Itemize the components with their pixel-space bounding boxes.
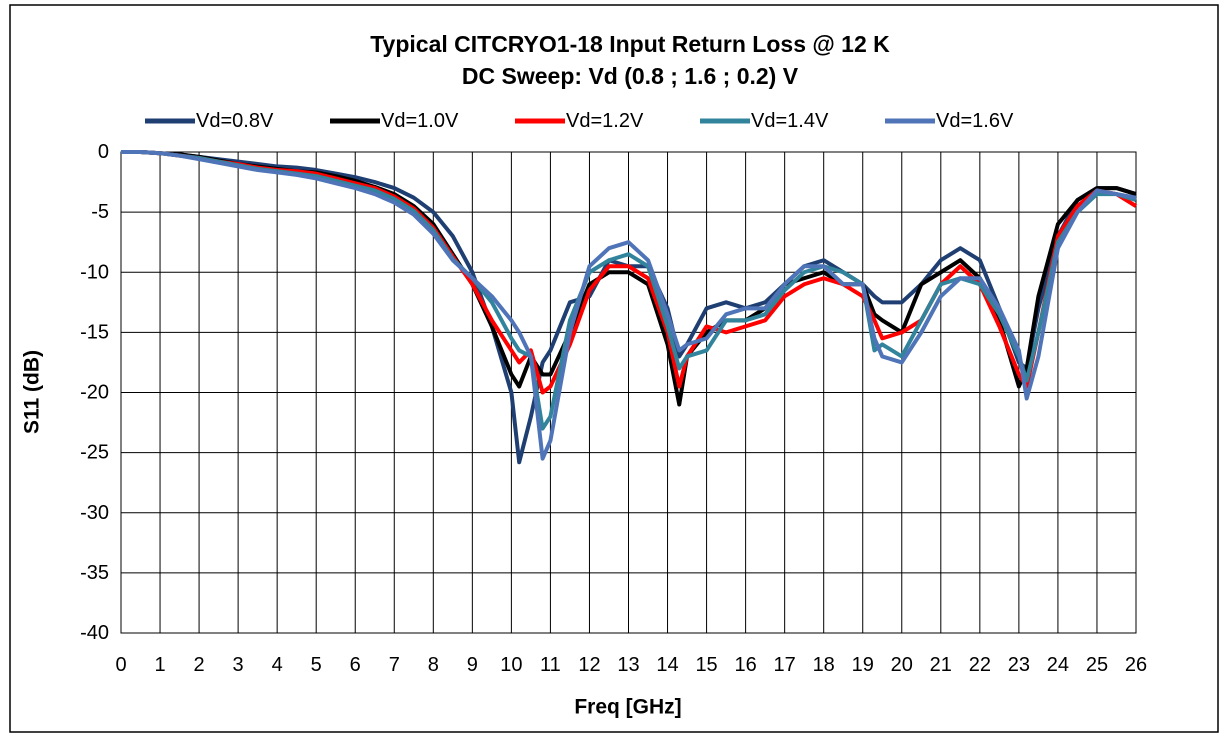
legend-label: Vd=1.4V [751, 110, 829, 132]
legend-label: Vd=1.2V [566, 110, 644, 132]
y-tick-label: -5 [91, 201, 109, 223]
y-tick-label: -25 [80, 442, 109, 464]
x-tick-label: 13 [617, 654, 639, 676]
chart-title: Typical CITCRYO1-18 Input Return Loss @ … [370, 31, 890, 57]
x-tick-label: 4 [272, 654, 283, 676]
x-axis-label: Freq [GHz] [574, 696, 681, 719]
legend-label: Vd=0.8V [196, 110, 274, 132]
y-tick-label: -15 [80, 321, 109, 343]
data-line [121, 150, 1137, 465]
x-tick-label: 6 [350, 654, 361, 676]
x-tick-label: 24 [1047, 654, 1069, 676]
x-tick-label: 16 [734, 654, 756, 676]
x-tick-label: 2 [194, 654, 205, 676]
y-tick-label: -10 [80, 261, 109, 283]
y-tick-label: -40 [80, 622, 109, 644]
x-tick-label: 5 [311, 654, 322, 676]
legend-label: Vd=1.0V [381, 110, 459, 132]
y-tick-label: -20 [80, 382, 109, 404]
y-axis-label: S11 (dB) [21, 350, 44, 434]
x-tick-label: 3 [233, 654, 244, 676]
x-tick-label: 22 [969, 654, 991, 676]
x-tick-label: 7 [389, 654, 400, 676]
x-tick-label: 17 [774, 654, 796, 676]
legend-label: Vd=1.6V [936, 110, 1014, 132]
x-tick-label: 19 [852, 654, 874, 676]
x-tick-label: 25 [1086, 654, 1108, 676]
x-tick-label: 12 [578, 654, 600, 676]
x-tick-label: 18 [813, 654, 835, 676]
x-tick-label: 21 [930, 654, 952, 676]
x-tick-label: 9 [467, 654, 478, 676]
x-tick-label: 23 [1008, 654, 1030, 676]
x-tick-label: 26 [1125, 654, 1147, 676]
data-line [121, 150, 1137, 461]
x-tick-label: 14 [656, 654, 678, 676]
x-tick-label: 11 [540, 654, 561, 676]
chart-subtitle: DC Sweep: Vd (0.8 ; 1.6 ; 0.2) V [462, 63, 799, 89]
x-tick-label: 1 [154, 654, 165, 676]
x-tick-label: 8 [428, 654, 439, 676]
x-tick-label: 10 [500, 654, 522, 676]
x-tick-label: 20 [891, 654, 913, 676]
y-tick-label: 0 [98, 141, 109, 163]
plot-frame [120, 151, 1137, 634]
y-tick-label: -30 [80, 502, 109, 524]
x-tick-label: 0 [115, 654, 126, 676]
y-tick-label: -35 [80, 562, 109, 584]
data-line [121, 150, 1138, 395]
x-tick-label: 15 [695, 654, 717, 676]
